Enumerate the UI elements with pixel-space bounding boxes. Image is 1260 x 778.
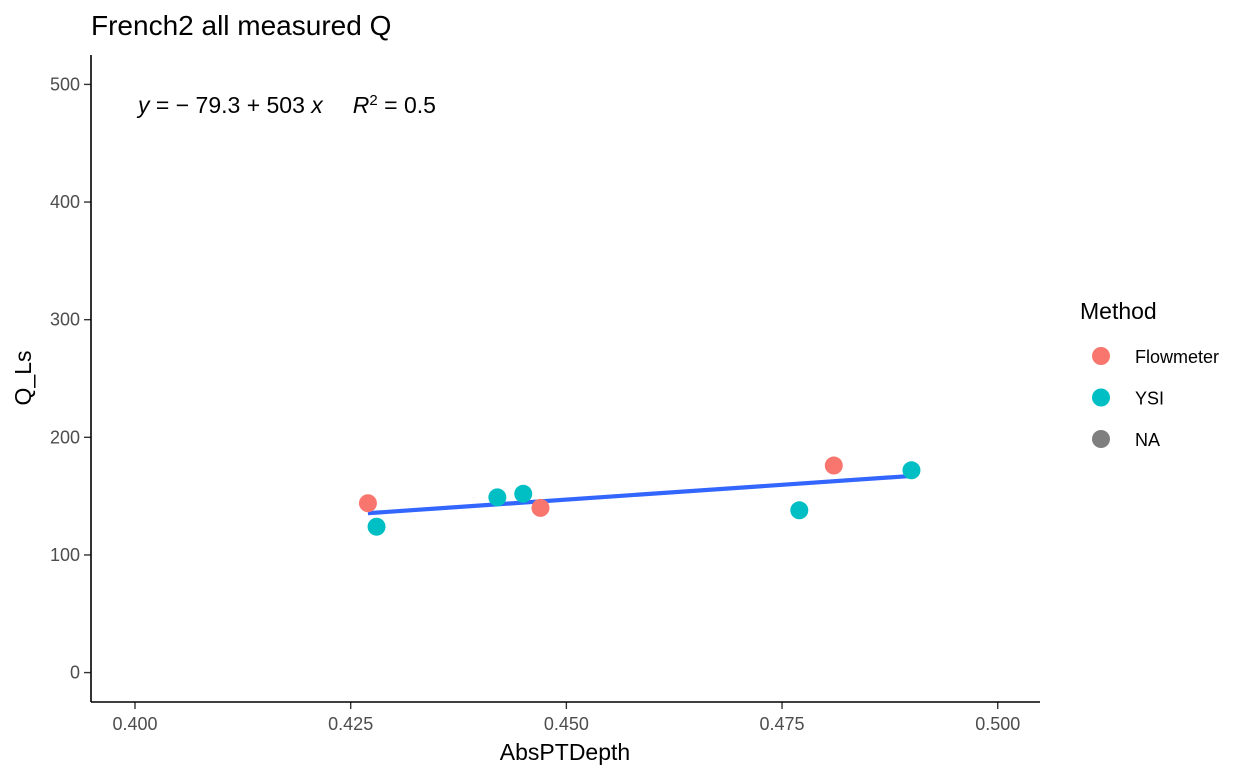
annotation-r-value: = 0.5	[378, 92, 436, 118]
legend-label-ysi: YSI	[1135, 389, 1164, 409]
legend: Method Flowmeter YSI NA	[1080, 298, 1219, 450]
x-axis-ticks: 0.400 0.425 0.450 0.475 0.500	[112, 702, 1020, 734]
y-tick-label: 200	[50, 427, 80, 447]
y-axis-ticks: 0 100 200 300 400 500	[50, 74, 91, 683]
y-tick-label: 300	[50, 310, 80, 330]
y-tick-label: 100	[50, 545, 80, 565]
data-points-layer	[358, 456, 921, 536]
data-point-flowmeter	[531, 498, 550, 517]
legend-title: Method	[1080, 298, 1157, 324]
annotation: y = − 79.3 + 503 x R2 = 0.5	[136, 92, 436, 119]
x-axis-title: AbsPTDepth	[500, 739, 630, 765]
y-axis-title: Q_Ls	[10, 351, 36, 406]
annotation-y-var: y	[136, 92, 151, 118]
regression-line	[367, 473, 912, 516]
y-tick-label: 0	[70, 663, 80, 683]
y-tick-label: 500	[50, 74, 80, 94]
regression-line-layer	[367, 473, 912, 516]
svg-text:y = − 79.3 + 503 xR2 = 0.5: y = − 79.3 + 503 x R2 = 0.5	[136, 92, 436, 119]
data-point-ysi	[367, 517, 386, 536]
annotation-equation: = − 79.3 + 503	[150, 92, 312, 118]
x-tick-label: 0.475	[760, 714, 805, 734]
legend-label-flowmeter: Flowmeter	[1135, 347, 1219, 367]
x-tick-label: 0.500	[975, 714, 1020, 734]
data-point-ysi	[902, 461, 921, 480]
annotation-r-var: R	[353, 92, 370, 118]
x-tick-label: 0.400	[112, 714, 157, 734]
legend-label-na: NA	[1135, 430, 1160, 450]
data-point-flowmeter	[824, 456, 843, 475]
chart-title: French2 all measured Q	[91, 10, 391, 41]
annotation-r-exp: 2	[369, 92, 377, 109]
x-tick-label: 0.425	[328, 714, 373, 734]
annotation-x-var: x	[310, 92, 324, 118]
x-tick-label: 0.450	[544, 714, 589, 734]
legend-key-na	[1092, 430, 1110, 448]
data-point-ysi	[488, 488, 507, 507]
data-point-ysi	[790, 501, 809, 520]
data-point-flowmeter	[358, 494, 377, 513]
data-point-ysi	[514, 484, 533, 503]
y-tick-label: 400	[50, 192, 80, 212]
legend-key-ysi	[1092, 388, 1110, 407]
legend-key-flowmeter	[1092, 347, 1110, 365]
